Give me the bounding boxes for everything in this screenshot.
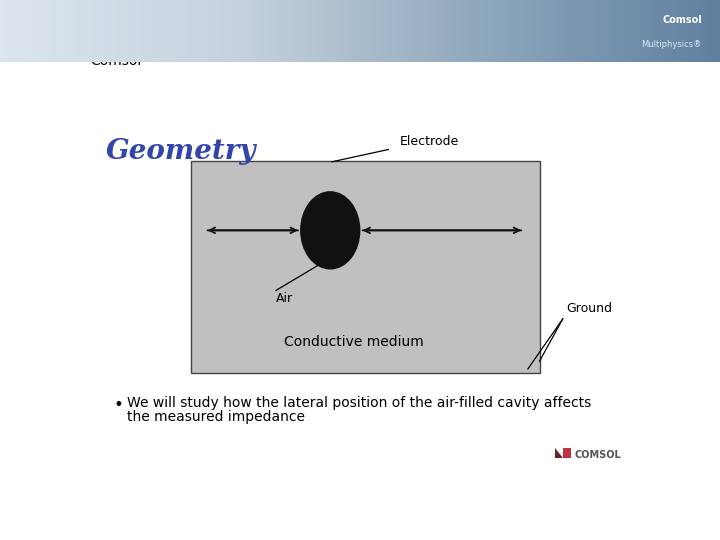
Text: Geometry: Geometry <box>106 138 256 165</box>
Text: Multiphysics®: Multiphysics® <box>642 40 702 49</box>
Polygon shape <box>555 448 563 457</box>
Ellipse shape <box>301 192 360 269</box>
Bar <box>563 448 570 457</box>
Text: Conductive medium: Conductive medium <box>284 335 423 349</box>
Text: Ground: Ground <box>567 302 613 315</box>
Text: COMSOL: COMSOL <box>575 450 621 460</box>
Text: Electrode: Electrode <box>400 135 459 148</box>
Text: Comsol: Comsol <box>662 15 702 25</box>
Text: Comsol: Comsol <box>90 54 141 68</box>
Text: We will study how the lateral position of the air-filled cavity affects: We will study how the lateral position o… <box>127 396 591 410</box>
Text: Air: Air <box>276 292 293 305</box>
Text: •: • <box>113 396 123 414</box>
Text: the measured impedance: the measured impedance <box>127 410 305 424</box>
Bar <box>191 161 539 373</box>
